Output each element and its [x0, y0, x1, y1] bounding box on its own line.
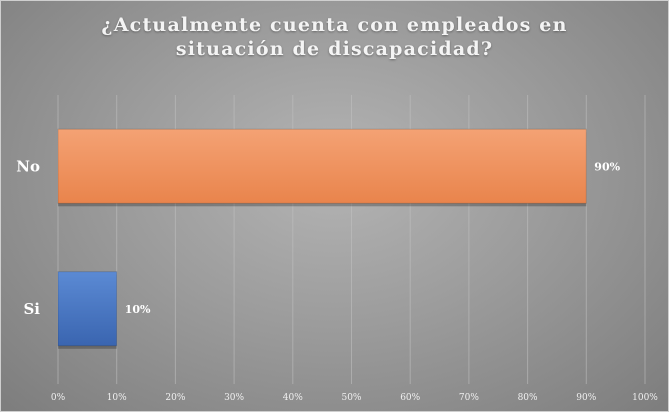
x-tick-label: 40% [283, 393, 303, 403]
x-tick-label: 100% [632, 393, 658, 403]
data-label: 10% [125, 303, 151, 316]
x-tick-label: 20% [165, 393, 185, 403]
x-tick-label: 30% [224, 393, 244, 403]
chart-title: ¿Actualmente cuenta con empleados en sit… [101, 14, 568, 60]
x-tick-label: 60% [400, 393, 420, 403]
bar-no [57, 128, 587, 204]
labels: 0% 10% 20% 30% 40% 50% 60% 70% 80% 90% 100% No 90% Si… [16, 157, 658, 403]
data-label: 90% [594, 160, 620, 173]
bars [57, 128, 587, 349]
x-tick-label: 0% [51, 393, 66, 403]
x-tick-label: 50% [341, 393, 361, 403]
bar-si [57, 271, 118, 347]
x-tick-label: 70% [459, 393, 479, 403]
category-label: No [16, 157, 40, 175]
category-label: Si [23, 300, 40, 318]
x-tick-label: 10% [107, 393, 127, 403]
x-tick-label: 90% [576, 393, 596, 403]
x-tick-label: 80% [518, 393, 538, 403]
